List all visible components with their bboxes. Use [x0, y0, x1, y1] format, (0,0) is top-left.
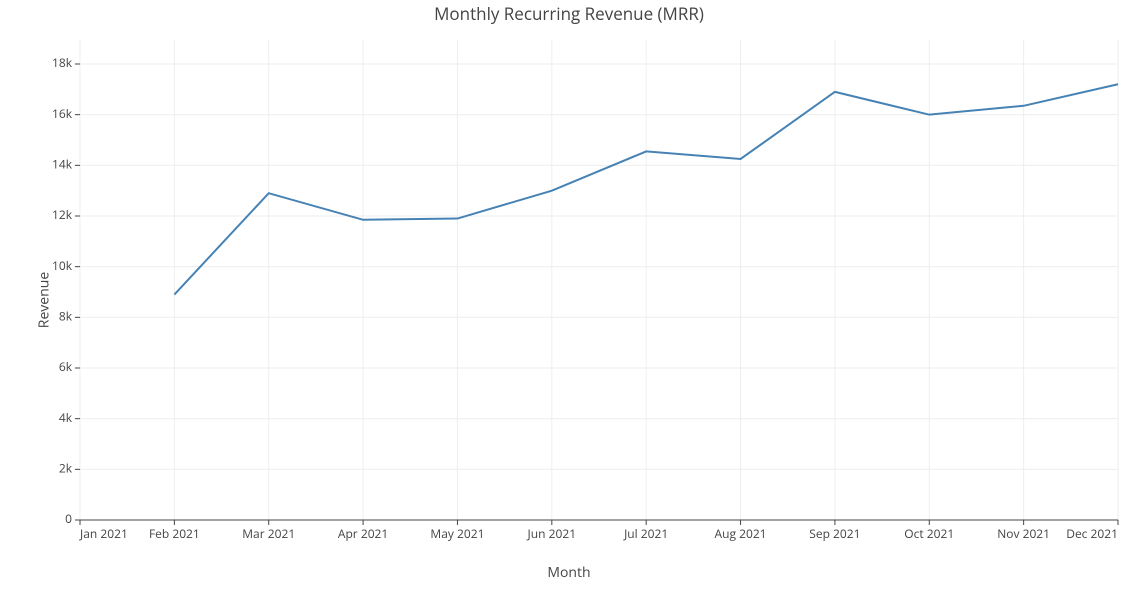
x-tick-label: Aug 2021	[715, 525, 767, 542]
x-tick-label: Jan 2021	[79, 525, 128, 542]
chart-plot-area: 0 2k 4k 6k 8k 10k 12k 14k 16k 18k Jan 2021 Feb 2021…	[0, 0, 1138, 600]
y-tick-label: 14k	[52, 156, 73, 173]
y-tick-label: 16k	[52, 105, 73, 122]
x-tick-label: Mar 2021	[242, 525, 295, 542]
x-tick-label: Nov 2021	[997, 525, 1050, 542]
y-tick-label: 10k	[52, 257, 73, 274]
x-tick-label: Apr 2021	[338, 525, 388, 542]
x-tick-label: Oct 2021	[904, 525, 954, 542]
mrr-chart: Monthly Recurring Revenue (MRR) Revenue …	[0, 0, 1138, 600]
x-tick-label: Dec 2021	[1066, 525, 1118, 542]
y-tick-label: 18k	[52, 54, 73, 71]
x-tick-label: May 2021	[430, 525, 484, 542]
y-tick-label: 6k	[59, 358, 73, 375]
y-tick-label: 0	[65, 510, 72, 527]
x-tick-label: Jun 2021	[527, 525, 577, 542]
x-tick-label: Jul 2021	[623, 525, 668, 542]
y-tick-label: 8k	[59, 308, 73, 325]
y-tick-label: 4k	[59, 409, 73, 426]
y-tick-label: 2k	[59, 460, 73, 477]
x-tick-label: Feb 2021	[149, 525, 200, 542]
x-tick-label: Sep 2021	[809, 525, 860, 542]
y-tick-label: 12k	[52, 206, 73, 223]
